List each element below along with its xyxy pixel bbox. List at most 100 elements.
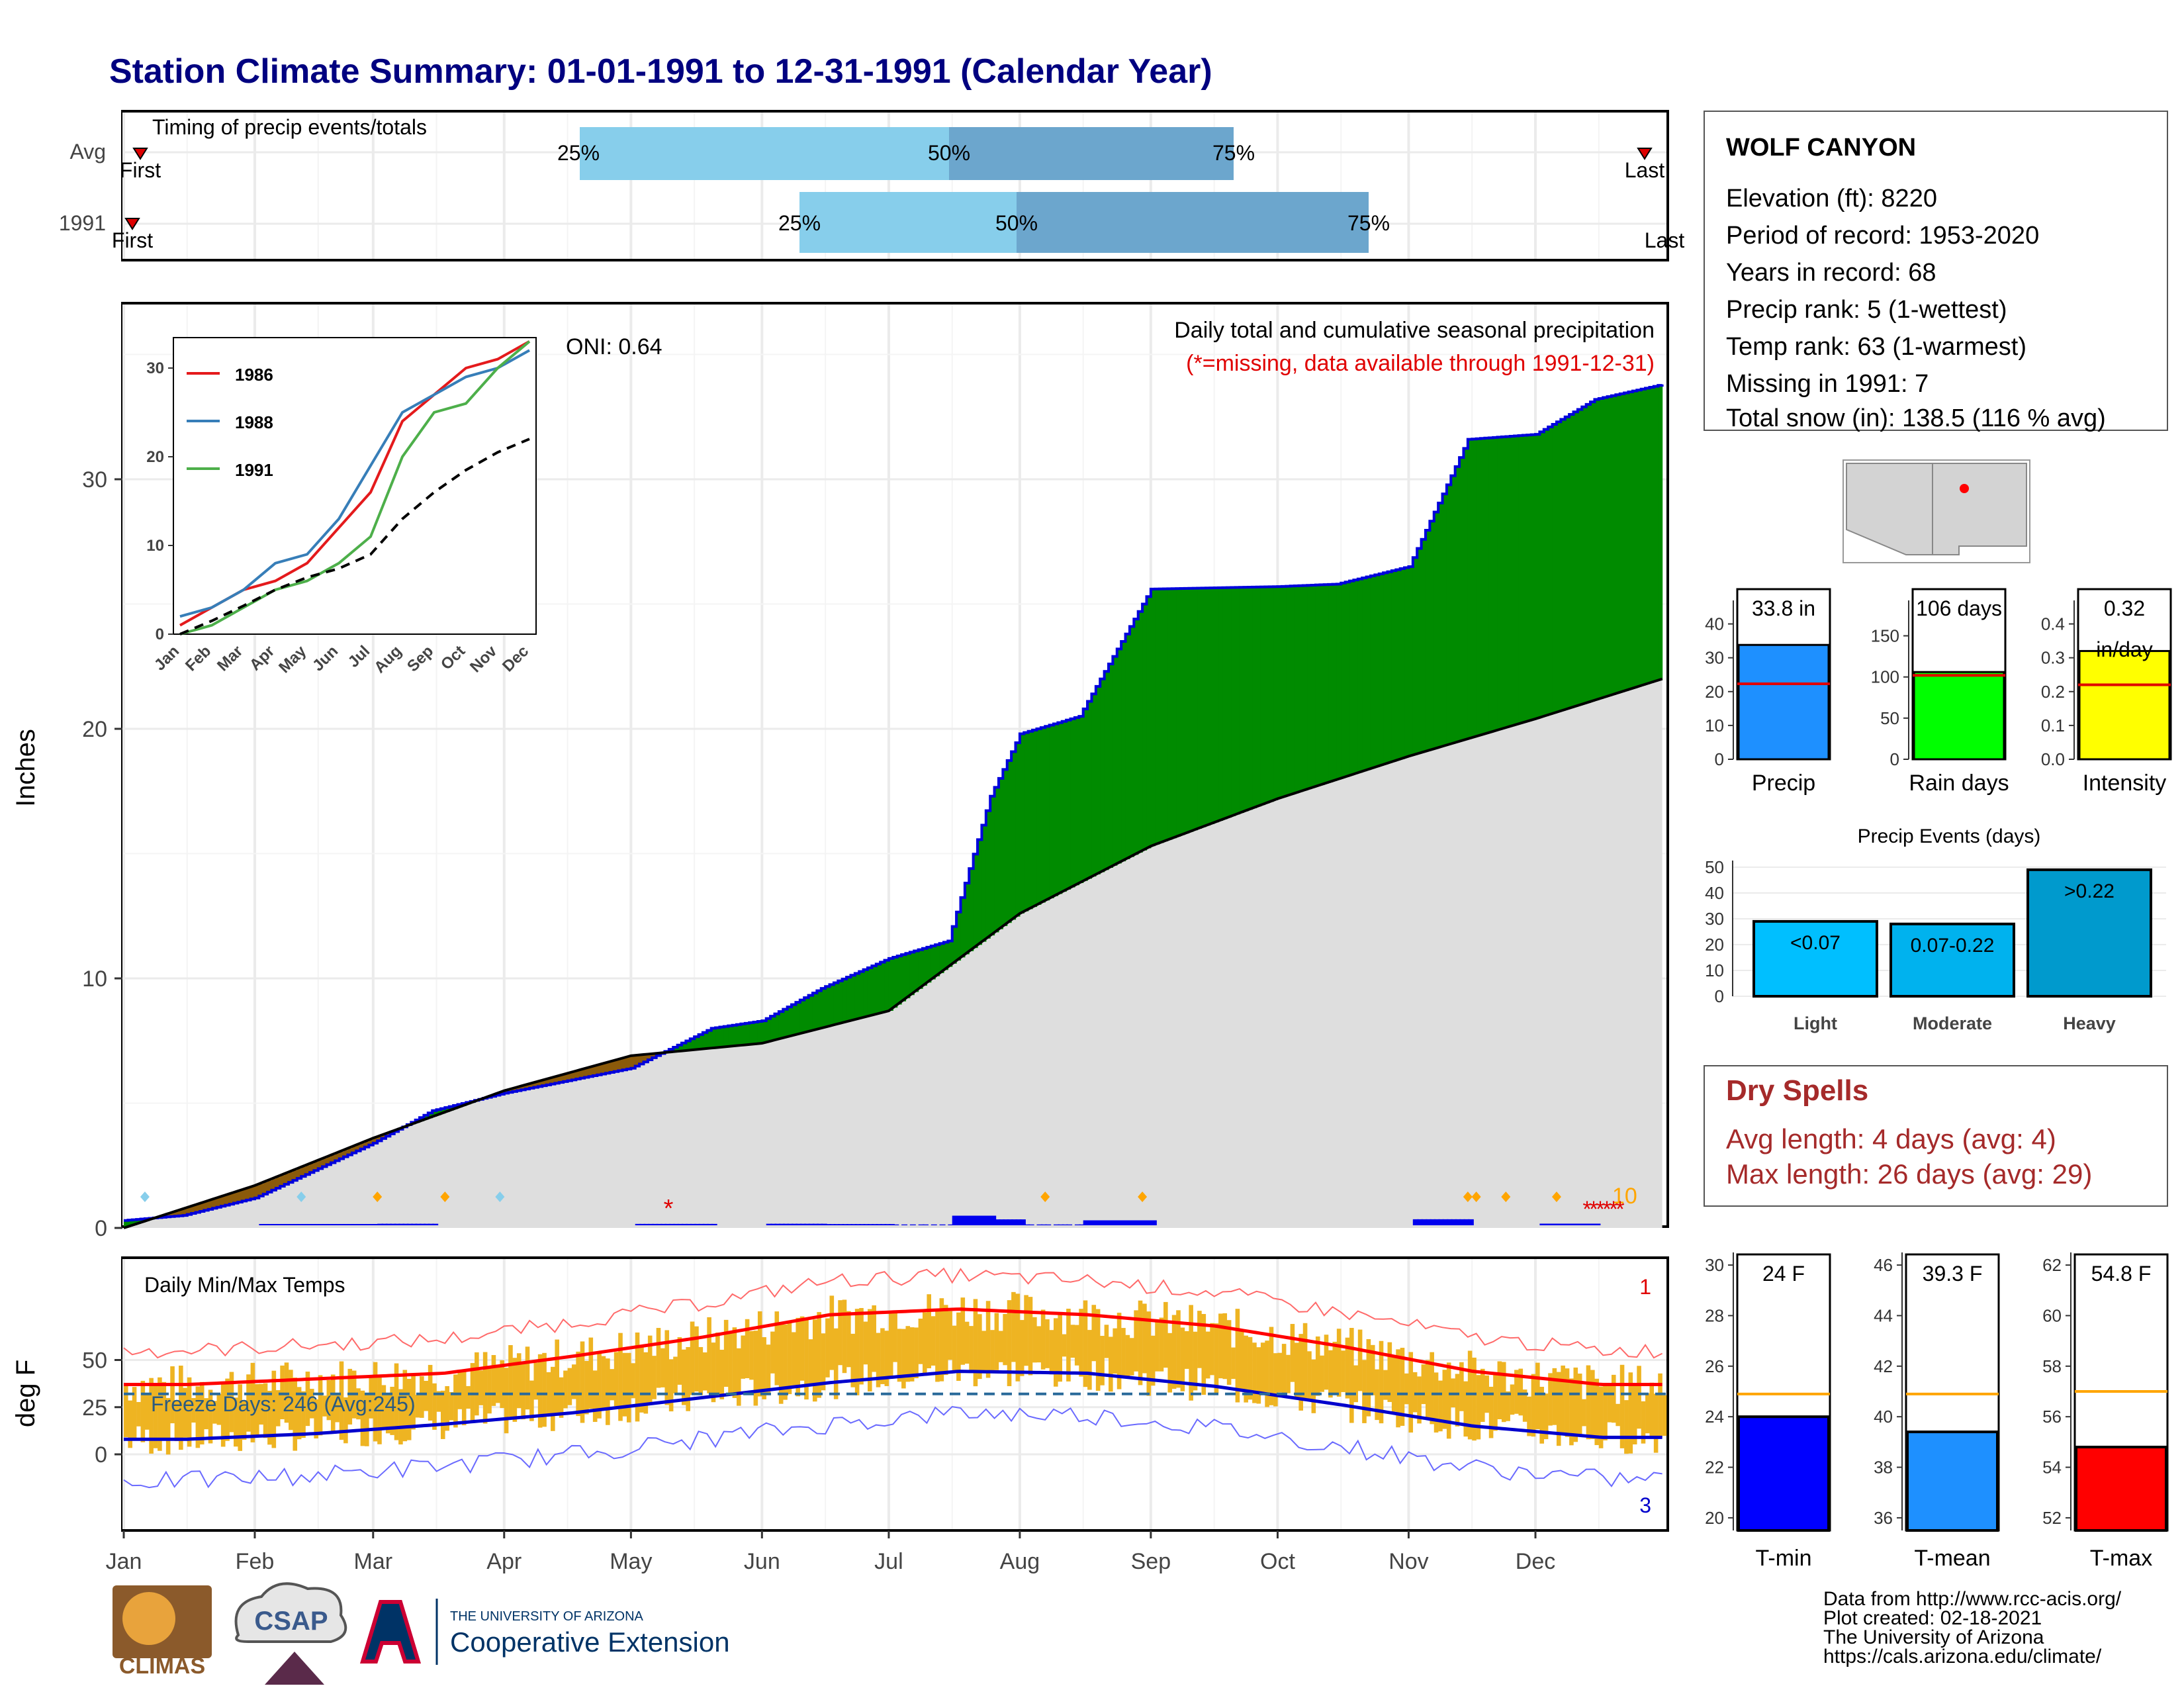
temp-daily-bar-19 [204, 1398, 208, 1430]
precip-anomaly-236 [1121, 641, 1126, 862]
station-location-marker [1960, 484, 1969, 493]
temp-daily-bar-118 [622, 1352, 627, 1417]
daily-precip-bar-57 [365, 1224, 371, 1225]
tbar-tick-label-1-2: 40 [1874, 1407, 1893, 1427]
precip-anomaly-156 [783, 1009, 788, 1038]
temp-daily-bar-25 [229, 1372, 234, 1432]
temp-daily-bar-135 [694, 1326, 699, 1392]
precip-anomaly-146 [741, 1023, 746, 1046]
precip-anomaly-350 [1603, 397, 1608, 698]
temp-daily-bar-320 [1476, 1375, 1481, 1440]
temp-daily-bar-141 [719, 1350, 725, 1399]
precip-anomaly-144 [732, 1025, 737, 1047]
precip-anomaly-133 [686, 1041, 691, 1051]
station-line-6: Missing in 1991: 7 [1726, 370, 1929, 398]
temp-daily-bar-164 [817, 1312, 821, 1398]
temp-daily-bar-295 [1370, 1344, 1375, 1395]
temp-daily-bar-109 [584, 1361, 589, 1415]
events-bar-label-0: <0.07 [1790, 932, 1841, 954]
station-info: WOLF CANYON Elevation (ft): 8220 Period … [1704, 111, 2168, 432]
precip-anomaly-253 [1193, 588, 1198, 831]
precip-anomaly-361 [1649, 387, 1655, 683]
temp-daily-bar-350 [1603, 1385, 1608, 1440]
temp-daily-bar-209 [1007, 1300, 1012, 1387]
daily-precip-bar-42 [301, 1224, 308, 1225]
temp-daily-bar-275 [1286, 1354, 1291, 1393]
station-line-7: Total snow (in): 138.5 (116 % avg) [1726, 404, 2106, 432]
temp-daily-bar-204 [985, 1301, 991, 1378]
temp-daily-bar-348 [1594, 1378, 1600, 1446]
precip-anomaly-263 [1235, 587, 1240, 815]
precip-anomaly-305 [1412, 557, 1418, 755]
precip-anomaly-137 [702, 1032, 707, 1049]
precip-anomaly-2 [132, 1219, 137, 1225]
climas-logo-text: CLIMAS [119, 1654, 205, 1679]
temp-daily-bar-169 [838, 1300, 842, 1366]
daily-precip-bar-340 [1561, 1223, 1567, 1225]
temp-daily-bar-176 [867, 1309, 872, 1391]
climas-logo-sun [122, 1592, 175, 1645]
precip-anomaly-363 [1658, 385, 1663, 680]
precip-anomaly-111 [592, 1066, 598, 1076]
daily-precip-bar-33 [263, 1224, 269, 1225]
daily-precip-bar-162 [808, 1223, 815, 1225]
daily-precip-bar-154 [774, 1223, 781, 1225]
missing-stars: ****** [1582, 1197, 1624, 1222]
events-ytick-5: 50 [1705, 857, 1724, 877]
temp-daily-bar-351 [1607, 1385, 1612, 1423]
temp-daily-bar-60 [377, 1376, 382, 1444]
daily-precip-bar-136 [698, 1223, 705, 1225]
temp-daily-bar-20 [208, 1389, 213, 1444]
precip-ytick-label-2: 20 [82, 717, 107, 742]
precip-anomaly-223 [1066, 720, 1071, 890]
temp-daily-bar-26 [234, 1397, 238, 1447]
temp-daily-bar-241 [1142, 1303, 1147, 1374]
temp-daily-bar-145 [737, 1348, 741, 1406]
daily-precip-bar-173 [854, 1224, 861, 1225]
month-label-11: Dec [1516, 1549, 1555, 1574]
daily-precip-bar-43 [305, 1224, 312, 1225]
daily-precip-bar-227 [1083, 1220, 1089, 1225]
precip-anomaly-240 [1138, 611, 1143, 853]
temp-daily-bar-317 [1463, 1381, 1469, 1437]
precip-anomaly-24 [225, 1195, 230, 1205]
daily-precip-bar-335 [1539, 1223, 1546, 1225]
temp-daily-bar-51 [339, 1361, 344, 1440]
precip-anomaly-159 [796, 1002, 801, 1035]
month-label-4: May [610, 1549, 652, 1574]
temp-daily-bar-328 [1510, 1384, 1515, 1415]
temp-daily-bar-285 [1328, 1350, 1333, 1398]
temp-daily-bar-120 [631, 1363, 635, 1399]
credit-line-2: Plot created: 02-18-2021 [1823, 1607, 2042, 1629]
precip-anomaly-340 [1561, 419, 1566, 711]
temp-daily-bar-174 [859, 1307, 864, 1385]
temp-daily-bar-41 [296, 1387, 302, 1440]
temp-daily-bar-349 [1598, 1386, 1604, 1448]
temp-daily-bar-67 [406, 1378, 412, 1440]
temp-daily-bar-301 [1396, 1349, 1400, 1428]
precip-anomaly-291 [1353, 580, 1359, 774]
temp-daily-bar-127 [660, 1348, 665, 1387]
temp-daily-bar-309 [1430, 1352, 1434, 1425]
precip-anomaly-105 [567, 1073, 572, 1081]
events-category-2: Heavy [2063, 1013, 2116, 1033]
temp-daily-bar-296 [1375, 1369, 1379, 1421]
daily-precip-bar-308 [1425, 1219, 1432, 1225]
temp-daily-bar-59 [373, 1362, 378, 1442]
precip-anomaly-218 [1045, 726, 1050, 901]
temp-daily-bar-73 [432, 1383, 437, 1430]
temp-daily-bar-48 [326, 1380, 332, 1421]
temp-daily-bar-339 [1556, 1372, 1561, 1446]
precip-anomaly-171 [846, 977, 852, 1022]
temp-daily-bar-362 [1653, 1393, 1659, 1453]
temp-daily-bar-313 [1446, 1362, 1451, 1439]
precip-anomaly-197 [956, 912, 962, 961]
temp-daily-bar-185 [905, 1326, 911, 1382]
temp-daily-bar-173 [854, 1309, 860, 1395]
csap-logo-text: CSAP [254, 1607, 328, 1636]
temp-daily-bar-27 [238, 1384, 243, 1451]
precip-anomaly-161 [804, 998, 809, 1033]
temp-daily-bar-55 [356, 1388, 361, 1420]
precip-anomaly-39 [289, 1172, 294, 1183]
temp-daily-bar-289 [1345, 1337, 1350, 1399]
